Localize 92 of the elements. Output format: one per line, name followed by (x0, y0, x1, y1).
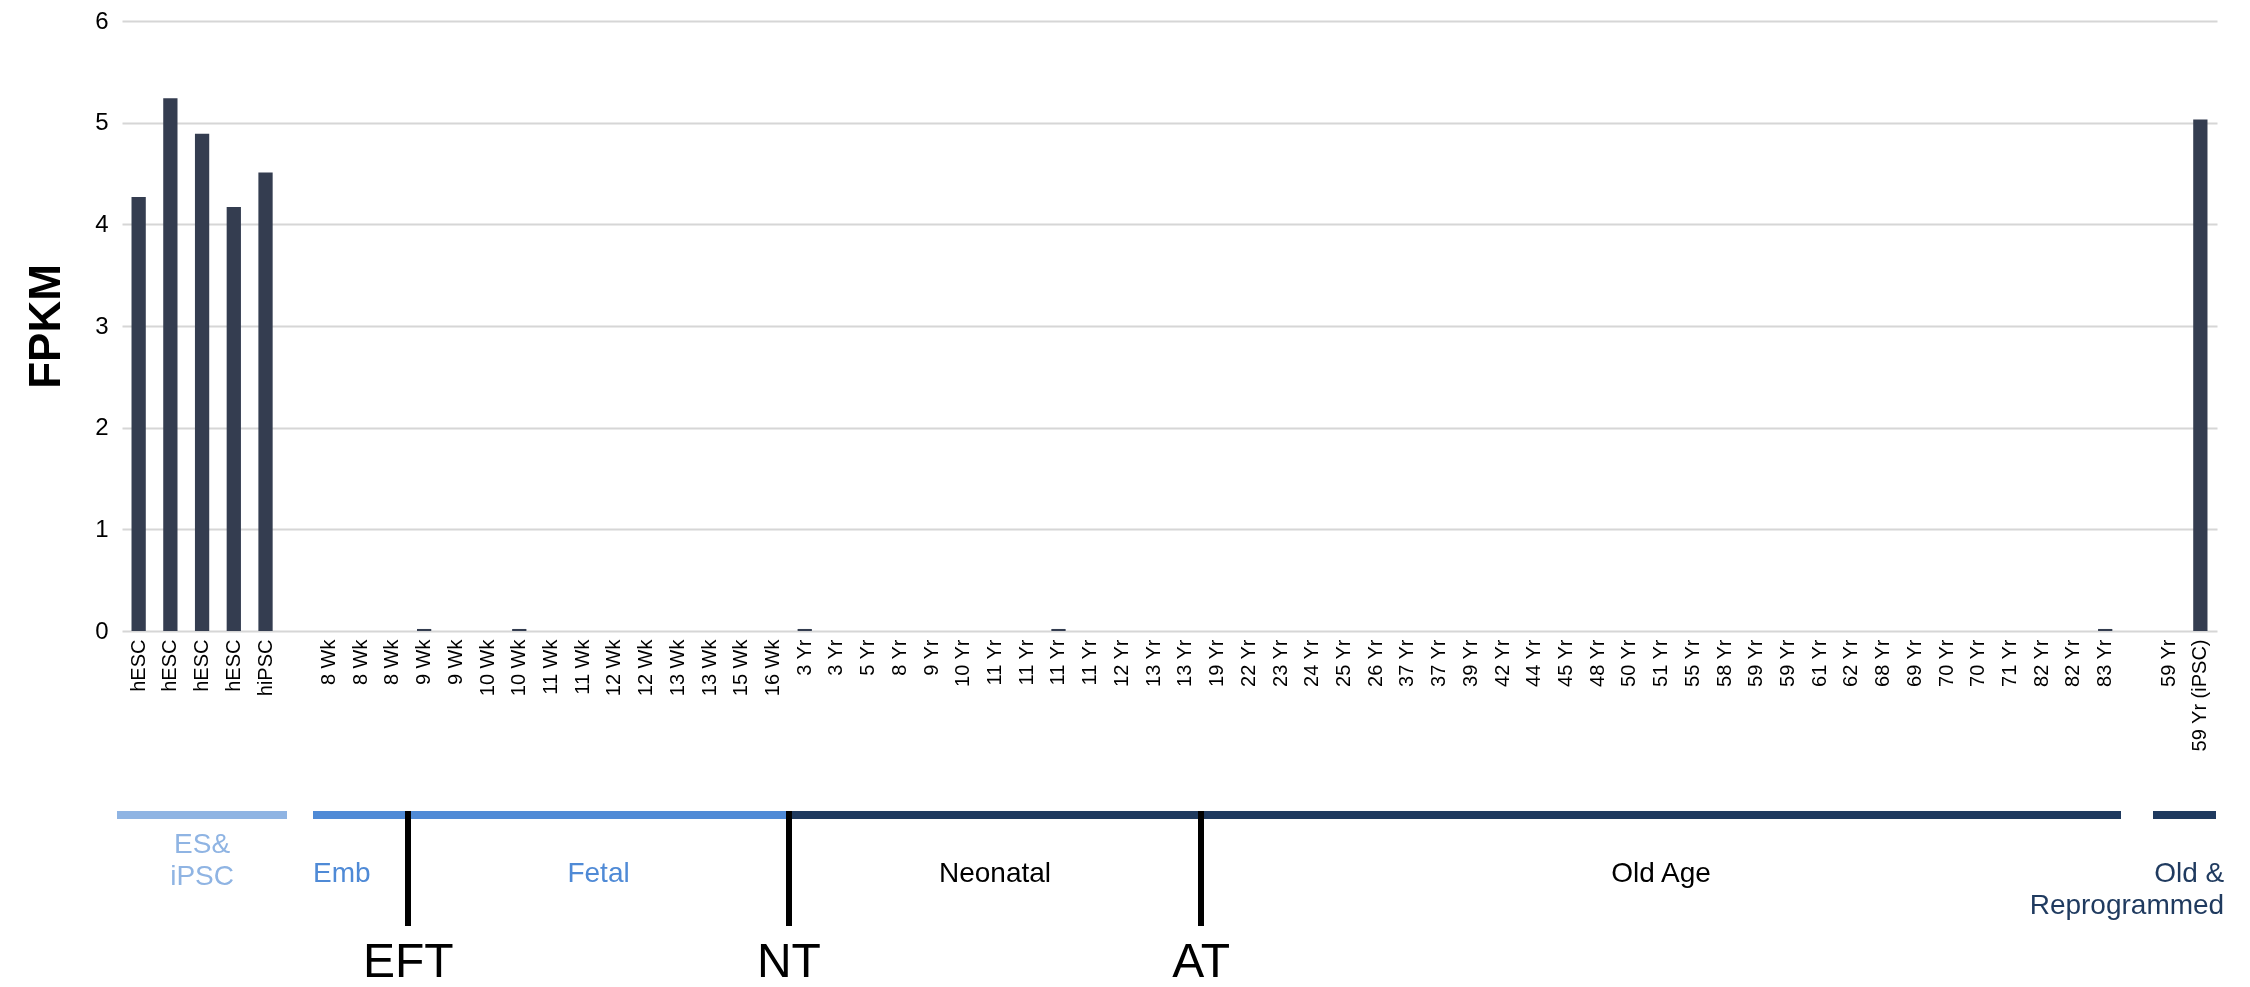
x-tick-label: 10 Yr (951, 639, 974, 687)
bar (131, 196, 146, 631)
x-tick-label: 70 Yr (1934, 639, 1957, 687)
text: Old Age (1610, 857, 1712, 889)
x-tick-label: 26 Yr (1363, 639, 1386, 687)
bar (163, 98, 178, 631)
x-tick-label: 83 Yr (2093, 639, 2116, 687)
x-tick-label: 11 Wk (570, 638, 593, 695)
x-tick-label: 55 Yr (1680, 639, 1703, 687)
y-axis-title: FPKM (20, 264, 70, 389)
x-tick-label: 8 Wk (316, 638, 339, 686)
x-tick-label: 13 Wk (665, 638, 688, 697)
x-tick-label: 12 Yr (1109, 639, 1132, 687)
x-tick-label: 11 Wk (538, 638, 561, 695)
text: Neonatal (938, 857, 1053, 889)
x-tick-label: 8 Wk (380, 638, 403, 686)
x-tick-label: 37 Yr (1395, 639, 1418, 687)
x-tick-label: 39 Yr (1458, 639, 1481, 687)
y-tick-label: 5 (95, 108, 109, 136)
text: Emb (313, 857, 372, 889)
y-tick-label: 3 (95, 311, 109, 339)
x-tick-label: 62 Yr (1839, 639, 1862, 687)
y-tick-label: 6 (95, 6, 109, 34)
x-tick-label: 16 Wk (761, 638, 784, 697)
x-tick-label: 51 Yr (1649, 639, 1672, 687)
bar (258, 172, 273, 631)
y-tick-label: 4 (95, 209, 109, 237)
y-tick-label: 2 (95, 413, 109, 441)
x-tick-label: 8 Wk (348, 638, 371, 686)
x-tick-label: 8 Yr (887, 639, 910, 676)
x-tick-label: 13 Wk (697, 638, 720, 697)
text: Old & Reprogrammed (2028, 857, 2225, 921)
x-tick-label: 5 Yr (856, 639, 879, 676)
x-tick-label: 9 Wk (443, 638, 466, 686)
x-tick-label: hiPSC (253, 639, 276, 697)
x-tick-label: 59 Yr (2156, 639, 2179, 687)
bar (2098, 628, 2113, 631)
text: Fetal (566, 857, 631, 889)
x-tick-label: 13 Yr (1173, 639, 1196, 687)
x-tick-label: 22 Yr (1236, 639, 1259, 687)
x-tick-label: 50 Yr (1617, 639, 1640, 687)
x-tick-label: 10 Wk (475, 638, 498, 697)
bar (797, 628, 812, 631)
bar (226, 207, 241, 631)
y-tick-label: 0 (95, 616, 109, 644)
bar (194, 133, 210, 631)
x-tick-label: 59 Yr (1776, 639, 1799, 687)
x-tick-label: 11 Yr (983, 639, 1006, 686)
bar (512, 628, 527, 631)
text: NT (755, 934, 822, 987)
x-tick-label: 68 Yr (1871, 639, 1894, 687)
bar (2193, 119, 2208, 631)
x-tick-label: 11 Yr (1014, 639, 1037, 686)
x-tick-label: 70 Yr (1966, 639, 1989, 687)
x-tick-label: hESC (190, 639, 213, 692)
x-tick-label: 9 Yr (919, 639, 942, 676)
x-tick-label: 59 Yr (1744, 639, 1767, 687)
x-tick-label: 42 Yr (1490, 639, 1513, 687)
x-tick-label: 12 Wk (602, 638, 625, 697)
x-tick-label: 61 Yr (1807, 639, 1830, 687)
x-tick-label: 71 Yr (1998, 639, 2021, 687)
x-tick-label: hESC (126, 639, 149, 692)
text: EFT (361, 934, 455, 987)
x-tick-label: hESC (221, 639, 244, 692)
bar (1051, 628, 1066, 631)
x-tick-label: 25 Yr (1331, 639, 1354, 687)
x-tick-label: 11 Yr (1046, 639, 1069, 686)
x-tick-label: 37 Yr (1427, 639, 1450, 687)
x-tick-label: 15 Wk (729, 638, 752, 697)
x-tick-label: 44 Yr (1522, 639, 1545, 687)
text: ES& iPSC (169, 828, 235, 892)
x-tick-label: 19 Yr (1205, 639, 1228, 687)
x-tick-label: 9 Wk (412, 638, 435, 686)
x-tick-label: 82 Yr (2061, 639, 2084, 687)
x-tick-label: 12 Wk (634, 638, 657, 697)
y-tick-label: 1 (95, 514, 109, 542)
text: AT (1171, 934, 1232, 987)
x-tick-label: 24 Yr (1300, 639, 1323, 687)
x-tick-label: 11 Yr (1078, 639, 1101, 686)
x-tick-label: hESC (158, 639, 181, 692)
x-tick-label: 59 Yr (iPSC) (2188, 639, 2211, 752)
x-tick-label: 82 Yr (2029, 639, 2052, 687)
x-tick-label: 3 Yr (824, 639, 847, 676)
x-tick-label: 13 Yr (1141, 639, 1164, 687)
bar (416, 628, 432, 631)
x-tick-label: 3 Yr (792, 639, 815, 676)
x-tick-label: 58 Yr (1712, 639, 1735, 687)
x-tick-label: 69 Yr (1902, 639, 1925, 687)
x-tick-label: 45 Yr (1553, 639, 1576, 687)
x-tick-label: 10 Wk (507, 638, 530, 697)
x-tick-label: 23 Yr (1268, 639, 1291, 687)
x-tick-label: 48 Yr (1585, 639, 1608, 687)
